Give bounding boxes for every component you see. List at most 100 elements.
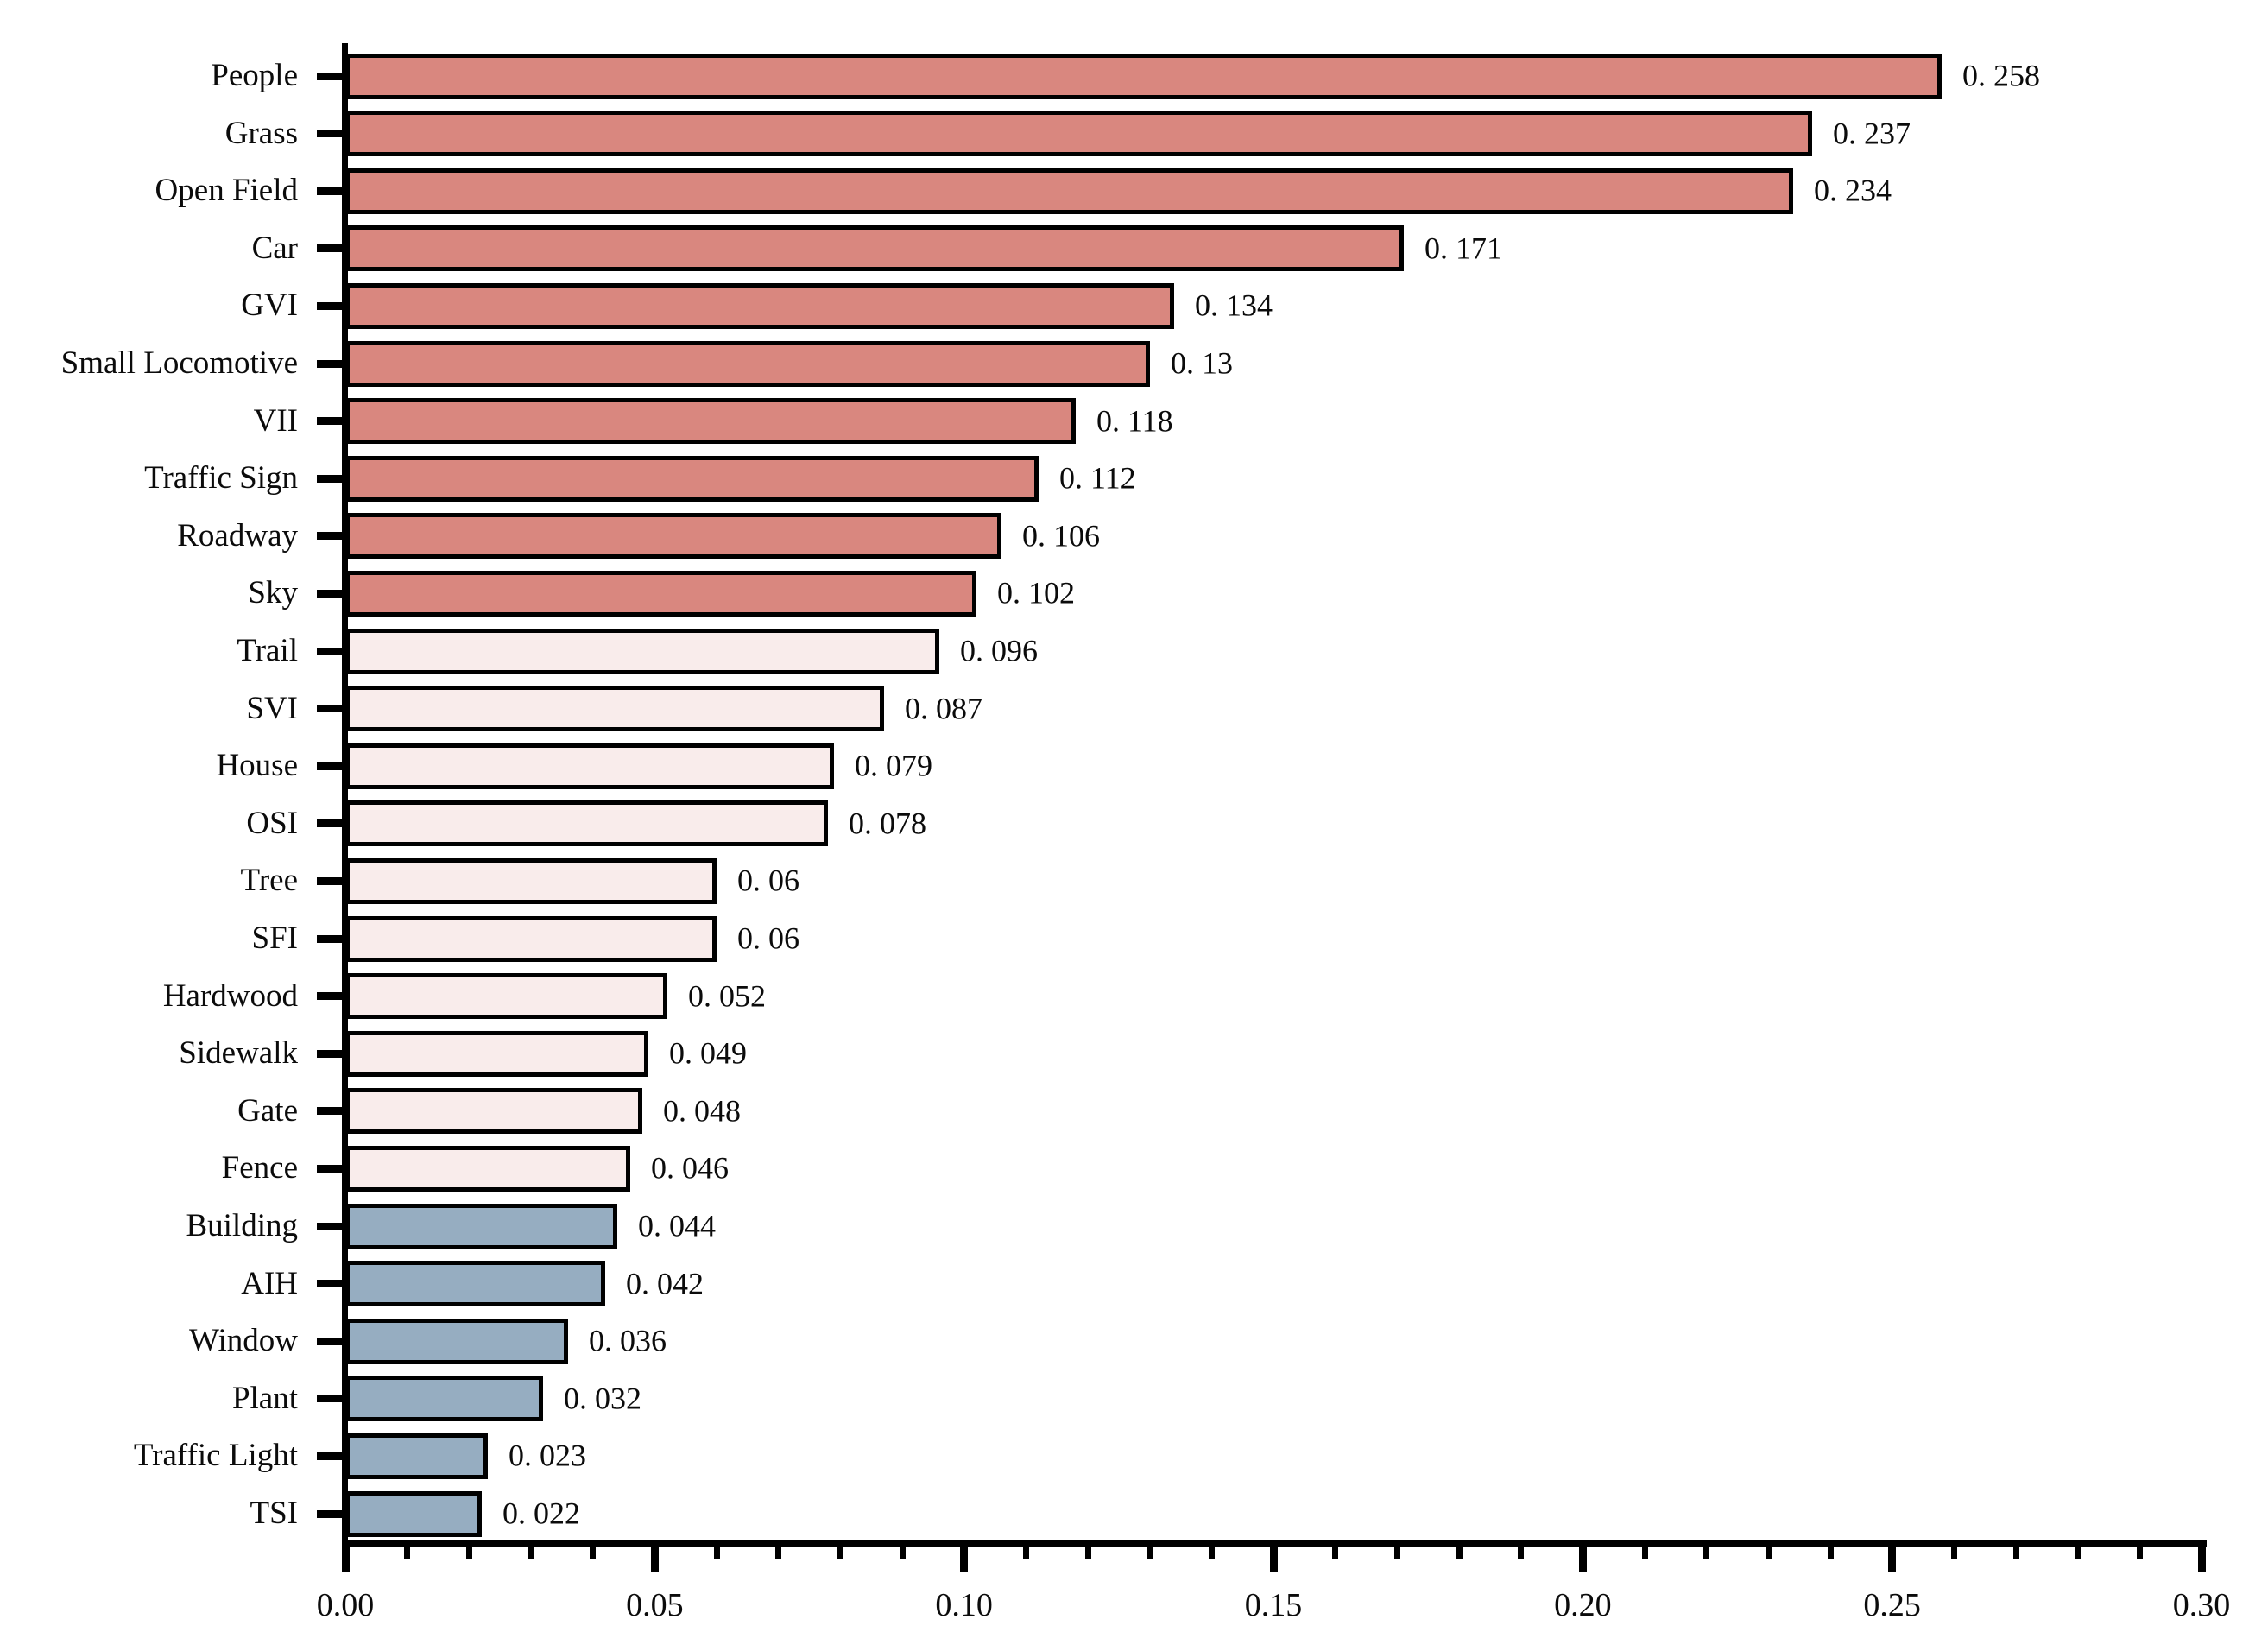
x-axis-minor-tick (899, 1547, 906, 1559)
bar (345, 1318, 568, 1364)
bar (345, 513, 1001, 560)
x-axis-minor-tick (2136, 1547, 2143, 1559)
value-label: 0. 106 (1022, 518, 1100, 553)
bar (345, 111, 1812, 157)
x-axis-major-tick (1888, 1547, 1897, 1572)
bar (345, 168, 1793, 214)
y-axis-tick (317, 1509, 345, 1518)
y-axis-tick (317, 992, 345, 1001)
x-axis-tick-label: 0.25 (1863, 1587, 1921, 1623)
category-label: Building (186, 1207, 298, 1243)
category-label: Car (251, 230, 298, 266)
category-label: Window (189, 1322, 298, 1358)
category-label: Gate (237, 1092, 298, 1129)
bar (345, 282, 1174, 329)
y-axis-tick (317, 1280, 345, 1288)
x-axis-tick-label: 0.05 (626, 1587, 684, 1623)
bar (345, 398, 1076, 445)
bar (345, 1490, 482, 1537)
value-label: 0. 023 (509, 1438, 586, 1473)
category-label: Plant (231, 1380, 298, 1416)
category-label: Traffic Sign (144, 459, 298, 496)
value-label: 0. 042 (626, 1265, 704, 1300)
category-label: VII (253, 402, 298, 439)
x-axis-major-tick (1269, 1547, 1278, 1572)
y-axis-tick (317, 589, 345, 598)
y-axis-tick (317, 876, 345, 885)
category-label: AIH (241, 1265, 298, 1301)
x-axis-major-tick (2197, 1547, 2206, 1572)
x-axis-minor-tick (1827, 1547, 1834, 1559)
bar (345, 628, 939, 674)
x-axis-minor-tick (1641, 1547, 1648, 1559)
x-axis-tick-label: 0.15 (1244, 1587, 1303, 1623)
bar (345, 1376, 543, 1422)
value-label: 0. 06 (737, 920, 799, 956)
category-label: OSI (246, 805, 298, 841)
category-label: Sidewalk (179, 1034, 298, 1071)
value-label: 0. 102 (997, 575, 1075, 610)
value-label: 0. 049 (669, 1035, 747, 1071)
value-label: 0. 118 (1096, 402, 1173, 438)
value-label: 0. 022 (502, 1496, 580, 1531)
category-label: Hardwood (162, 977, 298, 1014)
category-label: Tree (240, 863, 298, 899)
value-label: 0. 087 (905, 690, 982, 725)
bar (345, 455, 1039, 502)
bar (345, 1433, 488, 1479)
value-label: 0. 112 (1059, 460, 1136, 496)
bar (345, 915, 717, 962)
bar (345, 800, 828, 847)
bar (345, 1203, 617, 1249)
y-axis-tick (317, 1107, 345, 1116)
y-axis-tick (317, 647, 345, 655)
y-axis-tick (317, 819, 345, 828)
category-label: Small Locomotive (60, 345, 298, 381)
x-axis-minor-tick (837, 1547, 843, 1559)
y-axis-tick (317, 1222, 345, 1230)
value-label: 0. 079 (855, 748, 932, 783)
value-label: 0. 13 (1171, 345, 1233, 381)
value-label: 0. 052 (688, 977, 766, 1013)
y-axis-tick (317, 1049, 345, 1058)
category-label: SVI (246, 690, 298, 726)
value-label: 0. 044 (638, 1208, 716, 1243)
value-label: 0. 237 (1833, 115, 1911, 150)
y-axis-tick (317, 130, 345, 138)
value-label: 0. 06 (737, 863, 799, 898)
bar (345, 1145, 630, 1192)
category-label: Grass (224, 115, 298, 151)
category-label: Fence (221, 1150, 298, 1186)
y-axis-tick (317, 301, 345, 310)
bar (345, 340, 1150, 387)
category-label: Trail (237, 632, 298, 668)
category-label: Roadway (177, 517, 298, 553)
x-axis-minor-tick (775, 1547, 782, 1559)
value-label: 0. 048 (663, 1093, 741, 1129)
value-label: 0. 032 (564, 1381, 641, 1416)
x-axis-minor-tick (1084, 1547, 1091, 1559)
value-label: 0. 078 (849, 806, 926, 841)
value-label: 0. 134 (1195, 288, 1273, 323)
x-axis-minor-tick (713, 1547, 720, 1559)
x-axis-minor-tick (590, 1547, 597, 1559)
y-axis-tick (317, 762, 345, 770)
x-axis-minor-tick (1208, 1547, 1215, 1559)
value-label: 0. 036 (589, 1323, 667, 1358)
bar (345, 686, 884, 732)
bar (345, 1261, 605, 1307)
bar (345, 53, 1942, 99)
x-axis-minor-tick (1332, 1547, 1339, 1559)
value-label: 0. 258 (1962, 58, 2040, 93)
x-axis-minor-tick (1703, 1547, 1710, 1559)
x-axis-minor-tick (1765, 1547, 1772, 1559)
y-axis-tick (317, 1452, 345, 1460)
value-label: 0. 096 (960, 633, 1038, 668)
x-axis-minor-tick (1518, 1547, 1525, 1559)
x-axis-tick-label: 0.10 (935, 1587, 993, 1623)
y-axis-tick (317, 1164, 345, 1173)
y-axis-tick (317, 417, 345, 426)
x-axis-minor-tick (1393, 1547, 1400, 1559)
x-axis-minor-tick (1147, 1547, 1153, 1559)
